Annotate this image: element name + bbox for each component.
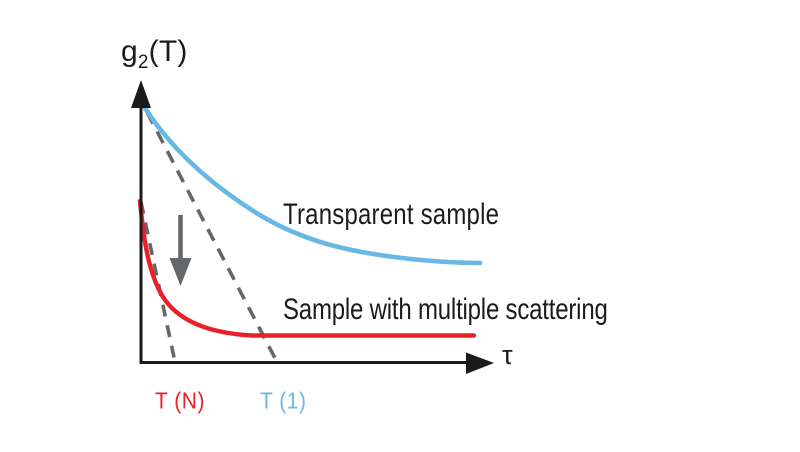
multiple-scattering-label: Sample with multiple scattering — [283, 292, 608, 327]
x-axis-label: τ — [502, 340, 513, 370]
tau-n-intercept-label: T (N) — [155, 388, 205, 415]
tangent-line-tn — [139, 201, 177, 363]
down-arrow-icon — [169, 258, 192, 286]
transparent-sample-label: Transparent sample — [283, 197, 500, 232]
curve-multiple-scattering — [137, 198, 477, 338]
y-axis-arrow-icon — [131, 80, 151, 108]
y-axis-label: g2(T) — [121, 35, 188, 73]
x-axis-arrow-icon — [466, 352, 494, 374]
curve-transparent-sample — [142, 105, 483, 266]
y-axis-label-argument: (T) — [148, 35, 188, 68]
y-axis-label-subscript: 2 — [137, 52, 149, 73]
y-axis-label-base: g — [121, 35, 138, 68]
tau-1-intercept-label: T (1) — [260, 388, 307, 415]
tangent-line-t1 — [145, 111, 279, 363]
